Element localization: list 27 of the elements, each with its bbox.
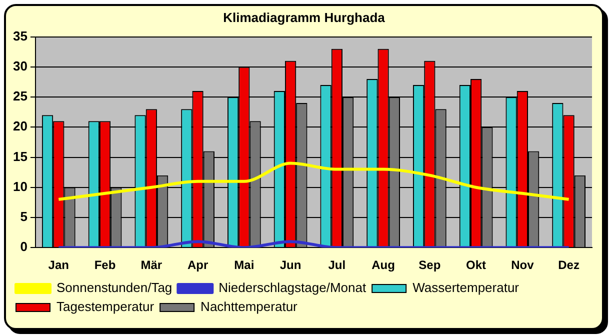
x-tick-label: Apr bbox=[187, 258, 208, 272]
x-tick-label: Nov bbox=[511, 258, 534, 272]
y-tick-label: 10 bbox=[12, 178, 28, 194]
legend-label: Tagestemperatur bbox=[56, 299, 155, 314]
x-tick-label: Dez bbox=[558, 258, 580, 272]
y-tick-label: 35 bbox=[12, 28, 28, 44]
x-tick-label: Mär bbox=[140, 258, 162, 272]
legend-label: Niederschlagstage/Monat bbox=[218, 280, 366, 296]
y-tick-label: 15 bbox=[12, 148, 28, 164]
x-tick-label: Mai bbox=[234, 258, 254, 272]
legend-label: Sonnenstunden/Tag bbox=[56, 280, 172, 296]
y-tick-label: 0 bbox=[20, 239, 28, 254]
y-tick-label: 30 bbox=[12, 58, 28, 74]
x-tick-label: Okt bbox=[466, 258, 486, 272]
legend-label: Wassertemperatur bbox=[412, 280, 520, 296]
chart-title: Klimadiagramm Hurghada bbox=[222, 10, 386, 25]
y-tick-label: 20 bbox=[12, 118, 28, 134]
x-tick-label: Jul bbox=[328, 258, 346, 272]
y-tick-label: 5 bbox=[20, 209, 28, 224]
x-tick-label: Jan bbox=[48, 258, 69, 272]
line-series bbox=[57, 162, 570, 201]
x-tick-label: Aug bbox=[372, 258, 395, 272]
y-tick-label: 25 bbox=[12, 88, 28, 104]
x-tick-label: Sep bbox=[418, 258, 441, 272]
x-tick-label: Jun bbox=[280, 258, 302, 272]
legend-label: Nachttemperatur bbox=[200, 299, 298, 314]
x-tick-label: Feb bbox=[94, 258, 116, 272]
